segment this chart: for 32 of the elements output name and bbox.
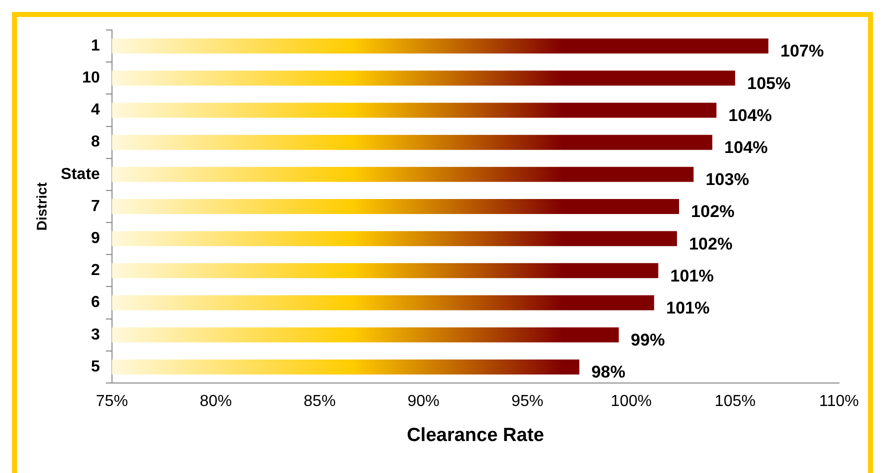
data-label: 103% xyxy=(706,170,750,190)
y-tick-label: State xyxy=(60,166,100,183)
y-tick-label: 10 xyxy=(82,70,100,87)
y-tick-label: 9 xyxy=(91,230,100,247)
data-label: 101% xyxy=(670,266,714,286)
y-tick-label: 6 xyxy=(91,294,100,312)
data-label: 101% xyxy=(666,298,710,318)
y-tick-label: 4 xyxy=(91,102,100,119)
y-tick-label: 8 xyxy=(91,134,100,151)
data-label: 99% xyxy=(630,330,665,350)
data-label: 104% xyxy=(724,138,768,158)
y-tick-label: 3 xyxy=(91,326,100,344)
data-label: 105% xyxy=(747,74,791,93)
data-label: 104% xyxy=(728,106,772,125)
y-tick-label: 1 xyxy=(91,37,100,54)
data-label: 102% xyxy=(691,202,735,222)
x-axis-title: Clearance Rate xyxy=(406,424,544,446)
y-tick-label: 2 xyxy=(91,262,100,280)
x-tick-label: 105% xyxy=(714,393,756,410)
x-tick-label: 110% xyxy=(819,393,859,410)
y-tick-label: 5 xyxy=(91,358,100,376)
x-tick-label: 75% xyxy=(96,393,128,410)
x-tick-label: 80% xyxy=(200,393,232,410)
x-tick-label: 90% xyxy=(408,393,440,410)
data-label: 102% xyxy=(688,234,732,254)
x-tick-label: 100% xyxy=(610,393,652,410)
x-tick-label: 85% xyxy=(304,393,336,410)
y-tick-label: 7 xyxy=(91,198,100,215)
data-label: 98% xyxy=(591,362,626,382)
data-label: 107% xyxy=(780,42,824,61)
y-axis-title: District xyxy=(33,182,50,231)
x-tick-label: 95% xyxy=(511,393,544,410)
